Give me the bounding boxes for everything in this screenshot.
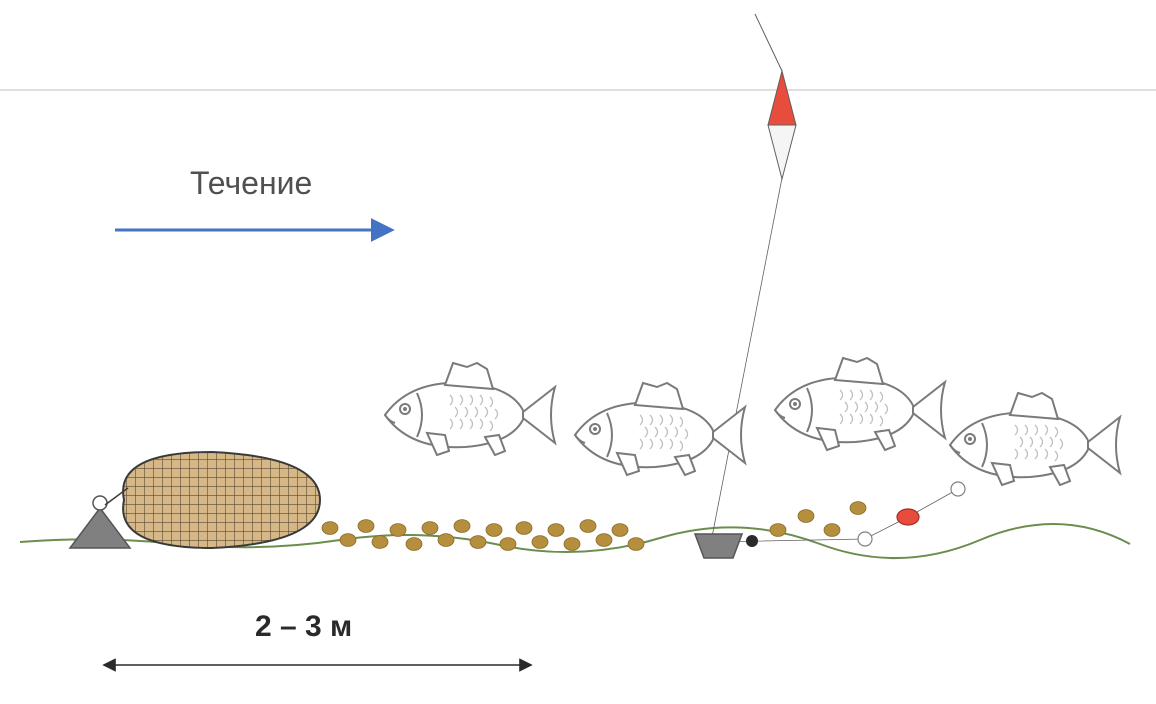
sinker-weight xyxy=(695,534,742,558)
diagram-canvas xyxy=(0,0,1156,704)
anchor-weight xyxy=(70,496,130,548)
fishing-line xyxy=(711,178,958,542)
bait-pellets xyxy=(322,502,866,551)
flow-label: Течение xyxy=(190,165,312,202)
feeder-bag xyxy=(105,452,320,548)
fish-group xyxy=(385,358,1120,485)
distance-label: 2 – 3 м xyxy=(255,610,352,644)
float-bobber xyxy=(755,14,796,179)
